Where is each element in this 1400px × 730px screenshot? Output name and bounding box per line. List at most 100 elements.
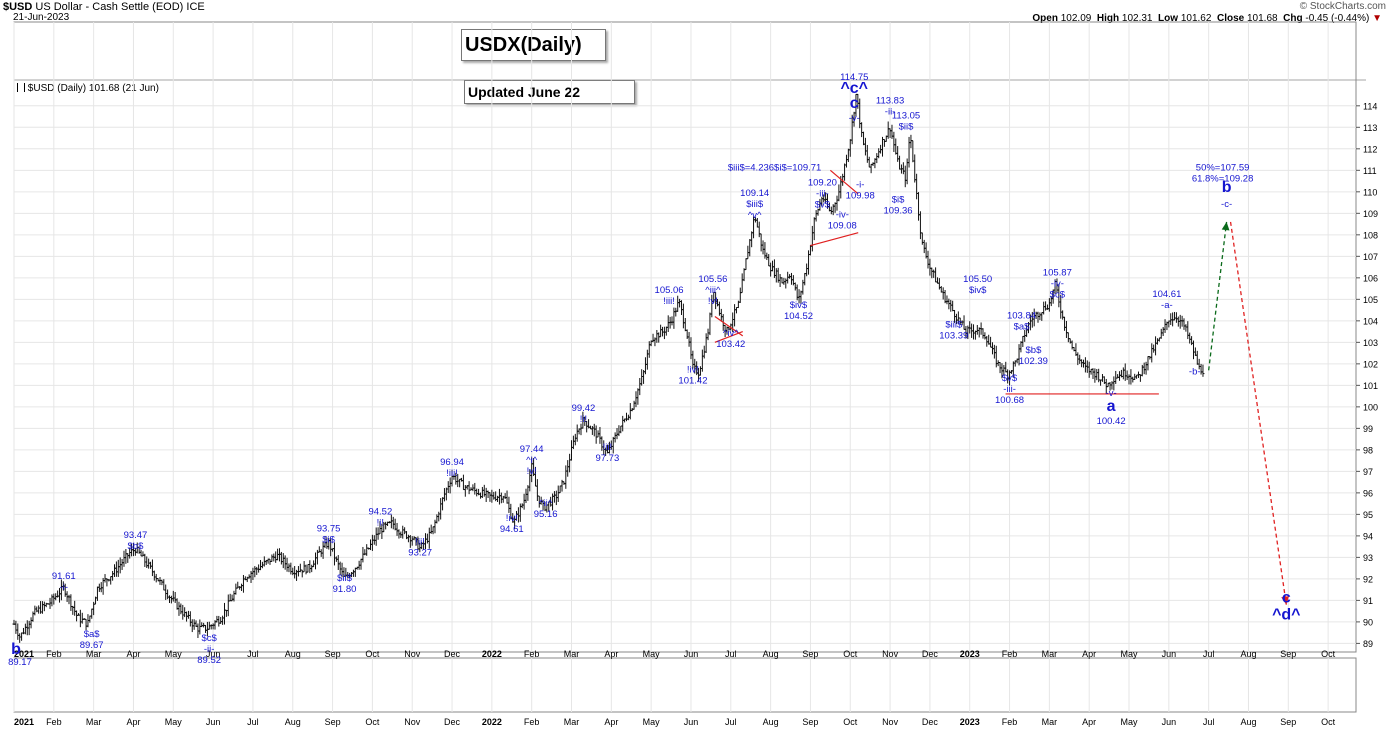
header-symbol: $USD (3, 1, 33, 13)
wave-label: 105.56 (698, 274, 727, 285)
x-tick-label: Feb (46, 649, 62, 659)
trendlines (714, 169, 1159, 395)
x-tick-label: Jun (1162, 649, 1177, 659)
legend-swatch-icon (17, 83, 25, 92)
y-tick-label: 97 (1363, 467, 1373, 477)
wave-label: -v- (849, 113, 860, 124)
wave-label: 61.8%=109.28 (1192, 173, 1254, 184)
trendline (714, 316, 744, 337)
wave-label: $i$ (892, 195, 905, 206)
wave-label: $c$ (201, 633, 217, 644)
close-value: 101.68 (1247, 13, 1278, 24)
x-tick-label-lower: Aug (285, 717, 301, 727)
x-tick-label: Jul (247, 649, 259, 659)
chg-value: -0.45 (-0.44%) (1305, 13, 1370, 24)
projection-line (1208, 221, 1228, 371)
y-axis: 89 90 91 92 93 94 95 96 97 98 99 100 101 102 103 104 105… (1356, 101, 1378, 649)
y-tick-label: 95 (1363, 510, 1373, 520)
x-tick-label-lower: Oct (365, 717, 380, 727)
wave-label: 105.87 (1043, 268, 1072, 279)
wave-label: !i! (580, 414, 587, 425)
wave-label: !iii! (663, 296, 675, 307)
x-tick-label: Oct (1321, 649, 1336, 659)
wave-label: ^c^ (840, 80, 868, 97)
wave-label: $b$ (128, 541, 145, 552)
y-tick-label: 100 (1363, 402, 1378, 412)
x-tick-label-lower: Dec (922, 717, 939, 727)
x-tick-label-lower: Oct (1321, 717, 1336, 727)
trendline (829, 169, 859, 195)
x-tick-label-lower: Apr (126, 717, 140, 727)
y-tick-label: 91 (1363, 596, 1373, 606)
x-tick-label-lower: Aug (763, 717, 779, 727)
wave-label: 109.98 (846, 191, 875, 202)
x-tick-label: Oct (843, 649, 858, 659)
wave-label: b (11, 641, 21, 658)
wave-label: $iv$ (969, 285, 987, 296)
x-tick-label: Apr (604, 649, 618, 659)
y-tick-label: 108 (1363, 230, 1378, 240)
projection-line (1229, 221, 1287, 605)
wave-label: 94.61 (500, 524, 524, 535)
wave-label: c (850, 95, 859, 112)
y-tick-label: 102 (1363, 359, 1378, 369)
wave-label: $a$ (84, 629, 101, 640)
wave-label: !i! (377, 517, 384, 528)
x-tick-label-lower: Dec (444, 717, 461, 727)
wave-label: 103.39 (939, 330, 968, 341)
wave-label: b (1222, 179, 1232, 196)
wave-label: ^ii^ (539, 498, 553, 509)
x-tick-label-lower: Mar (1042, 717, 1058, 727)
y-tick-label: 104 (1363, 316, 1378, 326)
wave-label: ^v^ (748, 210, 762, 221)
down-arrow-icon: ▼ (1372, 13, 1382, 24)
wave-label: 100.42 (1097, 416, 1126, 427)
trendline (714, 331, 743, 343)
x-tick-label: Sep (802, 649, 818, 659)
x-tick-label: Apr (126, 649, 140, 659)
wave-label: !v! (708, 296, 718, 307)
wave-label: $i$ (322, 535, 335, 546)
x-tick-label-lower: Feb (524, 717, 540, 727)
wave-label: 97.44 (520, 444, 544, 455)
x-tick-label-lower: 2021 (14, 717, 34, 727)
wave-label: $ii$ (337, 573, 353, 584)
wave-label: !ii! (415, 536, 425, 547)
wave-label: 89.52 (197, 655, 221, 666)
wave-label: -iii- (1003, 384, 1016, 395)
updated-box: Updated June 22 (464, 80, 635, 104)
y-tick-label: 114 (1363, 101, 1377, 111)
wave-label: ^i^ (526, 455, 538, 466)
wave-label: 89.67 (80, 640, 104, 651)
x-tick-label: Sep (325, 649, 341, 659)
wave-label: 104.52 (784, 311, 813, 322)
x-axis: 2021 Feb Mar Apr May Jun Jul Aug Sep Oct Nov Dec 202… (14, 649, 1336, 659)
y-tick-label: 111 (1363, 166, 1377, 176)
header-line: $USD US Dollar - Cash Settle (EOD) ICE (3, 1, 205, 13)
wave-label: !iii! (446, 468, 458, 479)
low-label: Low (1158, 13, 1179, 24)
x-tick-label: Sep (1280, 649, 1296, 659)
x-tick-label-lower: 2022 (482, 717, 502, 727)
wave-label: 97.73 (595, 453, 619, 464)
wave-label: 109.14 (740, 188, 769, 199)
x-tick-label: Mar (564, 649, 580, 659)
x-tick-label-lower: Mar (564, 717, 580, 727)
wave-label: -ii- (204, 644, 215, 655)
x-tick-label: 2022 (482, 649, 502, 659)
y-tick-label: 89 (1363, 639, 1373, 649)
chart-title-box: USDX(Daily) (461, 29, 606, 61)
wave-label: 91.80 (333, 584, 357, 595)
wave-label: -a- (1161, 300, 1173, 311)
arrowhead-icon (1281, 596, 1290, 605)
y-tick-label: 101 (1363, 381, 1378, 391)
wave-label: 105.50 (963, 274, 992, 285)
y-tick-label: 96 (1363, 488, 1373, 498)
trendline (810, 232, 859, 247)
wave-label: 109.36 (884, 206, 913, 217)
x-tick-label: Jun (206, 649, 221, 659)
wave-label: c (1282, 590, 1291, 607)
x-tick-label: May (1121, 649, 1139, 659)
gridlines (13, 22, 1356, 712)
wave-label: 102.39 (1019, 356, 1048, 367)
